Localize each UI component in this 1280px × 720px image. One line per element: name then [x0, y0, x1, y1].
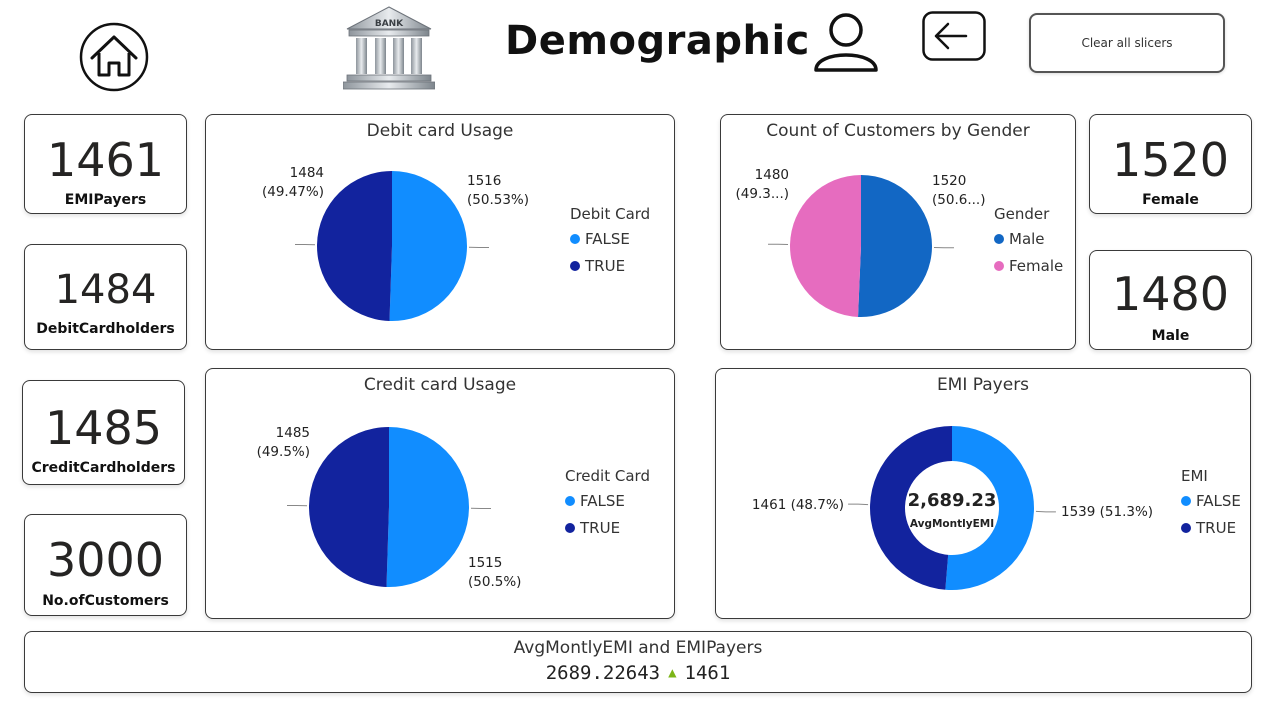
data-label: (49.47%) — [262, 184, 324, 200]
gender-pie-svg: 1520 (50.6...) 1480 (49.3...) Gender Male Fema… — [736, 167, 1063, 317]
kpi-card-credit-cardholders: 1485 CreditCardholders — [22, 380, 185, 485]
chart-title: Credit card Usage — [363, 375, 517, 395]
kpi-value: 1520 — [1111, 133, 1230, 187]
legend-marker — [994, 261, 1004, 271]
legend-title: EMI — [1181, 467, 1208, 485]
clear-all-slicers-button[interactable]: Clear all slicers — [1029, 13, 1225, 73]
bottom-title: AvgMontlyEMI and EMIPayers — [513, 638, 763, 658]
credit-pie-svg: 1515 (50.5%) 1485 (49.5%) Credit Card FALSE TR… — [257, 425, 650, 590]
pie-slice-false[interactable] — [386, 427, 469, 587]
kpi-card-female: 1520 Female — [1089, 114, 1252, 214]
data-label: 1515 — [468, 555, 502, 571]
legend-marker — [994, 234, 1004, 244]
emi-payers-chart[interactable]: EMI Payers 1539 (51.3%) 1461 (48.7%) 2,689… — [715, 368, 1251, 619]
kpi-card-debit-cardholders: 1484 DebitCardholders — [24, 244, 187, 350]
data-label: 1485 — [276, 425, 310, 441]
user-icon — [814, 13, 878, 72]
kpi-card-customers: 3000 No.ofCustomers — [24, 514, 187, 616]
chart-title: Debit card Usage — [366, 121, 514, 141]
legend-title: Credit Card — [565, 467, 650, 485]
pie-slice-true[interactable] — [316, 171, 392, 321]
emi-payers-value: 1461 — [684, 662, 731, 684]
home-icon — [79, 22, 149, 92]
kpi-label: DebitCardholders — [36, 321, 175, 337]
legend-marker — [1181, 523, 1191, 533]
back-arrow-icon — [922, 11, 986, 61]
donut-center-label: AvgMontlyEMI — [910, 518, 994, 530]
bank-logo: BANK — [342, 5, 436, 91]
avg-emi-value: 2689.22643 — [545, 662, 661, 684]
kpi-card-male: 1480 Male — [1089, 250, 1252, 350]
kpi-label: CreditCardholders — [31, 460, 176, 476]
legend-marker — [565, 523, 575, 533]
data-label: (49.3...) — [736, 186, 789, 202]
legend-title: Gender — [994, 205, 1050, 223]
avg-emi-card: AvgMontlyEMI and EMIPayers 2689.22643 ▲ 14… — [24, 631, 1252, 693]
legend-marker — [565, 496, 575, 506]
donut-slice-true[interactable] — [870, 426, 952, 590]
data-label: (49.5%) — [257, 444, 310, 460]
kpi-value: 1485 — [44, 401, 163, 455]
legend-item-false[interactable]: FALSE — [585, 230, 630, 248]
kpi-label: EMIPayers — [64, 192, 147, 208]
legend-item-male[interactable]: Male — [1009, 230, 1045, 248]
data-label: 1516 — [467, 173, 501, 189]
data-label: 1520 — [932, 173, 966, 189]
pie-slice-female[interactable] — [790, 175, 861, 317]
home-button[interactable] — [79, 22, 149, 92]
kpi-value: 1484 — [54, 267, 157, 313]
kpi-card-emi-payers: 1461 EMIPayers — [24, 114, 187, 214]
pie-slice-true[interactable] — [308, 427, 389, 587]
credit-card-usage-chart[interactable]: Credit card Usage 1515 (50.5%) 1485 (49.5%)… — [205, 368, 675, 619]
legend-marker — [1181, 496, 1191, 506]
data-label: (50.53%) — [467, 192, 529, 208]
data-label: (50.5%) — [468, 574, 521, 590]
bottom-values: 2689.22643 ▲ 1461 — [25, 662, 1251, 684]
legend-item-true[interactable]: TRUE — [579, 519, 620, 537]
legend-title: Debit Card — [570, 205, 650, 223]
kpi-value: 1461 — [46, 133, 165, 187]
kpi-label: No.ofCustomers — [42, 593, 169, 609]
bank-logo-text: BANK — [375, 19, 404, 29]
page-title: Demographic — [505, 18, 810, 64]
pie-slice-false[interactable] — [389, 171, 467, 321]
data-label: 1461 (48.7%) — [752, 497, 844, 513]
legend-item-false[interactable]: FALSE — [580, 492, 625, 510]
gender-chart[interactable]: Count of Customers by Gender 1520 (50.6..… — [720, 114, 1076, 350]
kpi-value: 1480 — [1111, 267, 1230, 321]
data-label: (50.6...) — [932, 192, 985, 208]
user-button[interactable] — [813, 12, 879, 72]
data-label: 1484 — [290, 165, 324, 181]
pie-slice-male[interactable] — [858, 175, 933, 317]
donut-slice-false[interactable] — [945, 426, 1035, 590]
debit-pie-svg: 1516 (50.53%) 1484 (49.47%) Debit Card FALSE T… — [262, 165, 650, 321]
legend-item-true[interactable]: TRUE — [584, 257, 625, 275]
debit-card-usage-chart[interactable]: Debit card Usage 1516 (50.53%) 1484 (49.47%… — [205, 114, 675, 350]
back-button[interactable] — [922, 11, 986, 61]
legend-marker — [570, 261, 580, 271]
chart-title: EMI Payers — [936, 375, 1030, 395]
trend-up-triangle-icon: ▲ — [668, 665, 677, 681]
legend-marker — [570, 234, 580, 244]
kpi-value: 3000 — [46, 533, 165, 587]
donut-center-value: 2,689.23 — [908, 490, 997, 511]
legend-item-true[interactable]: TRUE — [1195, 519, 1236, 537]
legend-item-female[interactable]: Female — [1009, 257, 1063, 275]
emi-donut-svg: 1539 (51.3%) 1461 (48.7%) 2,689.23 AvgMontl… — [752, 426, 1241, 590]
data-label: 1539 (51.3%) — [1061, 504, 1153, 520]
data-label: 1480 — [755, 167, 789, 183]
chart-title: Count of Customers by Gender — [766, 121, 1030, 141]
kpi-label: Male — [1151, 328, 1190, 344]
kpi-label: Female — [1142, 192, 1199, 208]
legend-item-false[interactable]: FALSE — [1196, 492, 1241, 510]
